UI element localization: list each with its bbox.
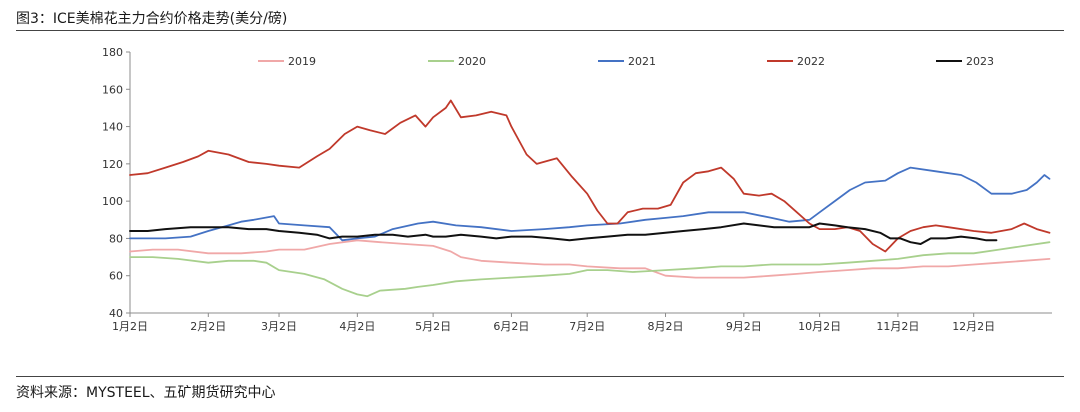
axes: 40 60 80 100 120 140 160 180 1月2日 2月2日 3月2日 4月2日 5月2… bbox=[102, 46, 1052, 333]
x-tick-label: 8月2日 bbox=[648, 320, 684, 333]
legend-label-2023: 2023 bbox=[966, 55, 994, 68]
y-tick-label: 100 bbox=[102, 195, 123, 208]
legend-label-2019: 2019 bbox=[288, 55, 316, 68]
legend-label-2022: 2022 bbox=[797, 55, 825, 68]
y-tick-label: 60 bbox=[109, 270, 123, 283]
legend-label-2021: 2021 bbox=[628, 55, 656, 68]
x-tick-label: 7月2日 bbox=[569, 320, 605, 333]
bottom-rule bbox=[16, 376, 1064, 377]
series-lines bbox=[129, 99, 1051, 298]
y-tick-label: 120 bbox=[102, 158, 123, 171]
top-rule bbox=[16, 30, 1064, 31]
figure-source: 资料来源：MYSTEEL、五矿期货研究中心 bbox=[16, 385, 276, 401]
series-line-2021 bbox=[129, 166, 1051, 242]
x-tick-label: 6月2日 bbox=[493, 320, 529, 333]
x-tick-label: 9月2日 bbox=[726, 320, 762, 333]
legend: 2019 2020 2021 2022 2023 bbox=[258, 55, 994, 68]
legend-label-2020: 2020 bbox=[458, 55, 486, 68]
y-tick-label: 160 bbox=[102, 83, 123, 96]
series-line-2020 bbox=[129, 241, 1051, 298]
series-line-2022 bbox=[129, 99, 1051, 253]
y-tick-label: 180 bbox=[102, 46, 123, 59]
x-tick-label: 2月2日 bbox=[190, 320, 226, 333]
x-tick-label: 10月2日 bbox=[798, 320, 841, 333]
x-tick-label: 3月2日 bbox=[261, 320, 297, 333]
x-tick-label: 5月2日 bbox=[415, 320, 451, 333]
y-tick-label: 40 bbox=[109, 307, 123, 320]
x-tick-label: 4月2日 bbox=[339, 320, 375, 333]
figure-title: 图3：ICE美棉花主力合约价格走势(美分/磅) bbox=[16, 11, 288, 27]
series-line-2019 bbox=[129, 239, 1051, 279]
x-tick-label: 12月2日 bbox=[952, 320, 995, 333]
y-tick-label: 80 bbox=[109, 232, 123, 245]
series-line-2023 bbox=[129, 222, 998, 245]
y-tick-label: 140 bbox=[102, 121, 123, 134]
x-tick-label: 11月2日 bbox=[876, 320, 919, 333]
x-tick-label: 1月2日 bbox=[112, 320, 148, 333]
